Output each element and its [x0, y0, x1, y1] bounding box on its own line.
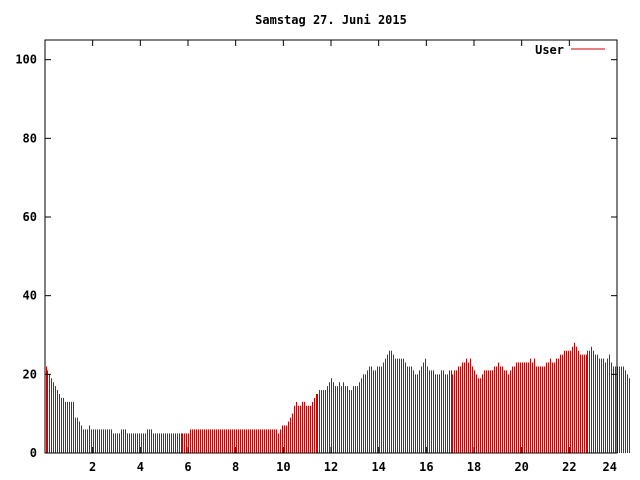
legend: User — [535, 43, 605, 57]
x-tick-label: 2 — [89, 460, 96, 474]
y-tick-label: 0 — [30, 446, 37, 460]
x-tick-label: 8 — [232, 460, 239, 474]
y-tick-label: 20 — [23, 367, 37, 381]
y-tick-label: 60 — [23, 210, 37, 224]
bars-layer — [46, 342, 630, 453]
x-tick-label: 24 — [603, 460, 617, 474]
x-tick-label: 16 — [419, 460, 433, 474]
x-tick-label: 12 — [324, 460, 338, 474]
y-tick-label: 40 — [23, 289, 37, 303]
x-axis: 2 4 6 8 10 12 14 16 18 20 22 24 — [89, 40, 618, 474]
x-tick-label: 6 — [184, 460, 191, 474]
y-tick-label: 80 — [23, 131, 37, 145]
chart-title: Samstag 27. Juni 2015 — [255, 13, 407, 27]
x-tick-label: 22 — [562, 460, 576, 474]
legend-label: User — [535, 43, 564, 57]
x-tick-label: 20 — [514, 460, 528, 474]
y-tick-label: 100 — [15, 53, 37, 67]
x-tick-label: 4 — [137, 460, 144, 474]
x-tick-label: 18 — [467, 460, 481, 474]
y-axis: 0 20 40 60 80 100 — [15, 53, 617, 460]
x-tick-label: 14 — [371, 460, 385, 474]
x-tick-label: 10 — [276, 460, 290, 474]
